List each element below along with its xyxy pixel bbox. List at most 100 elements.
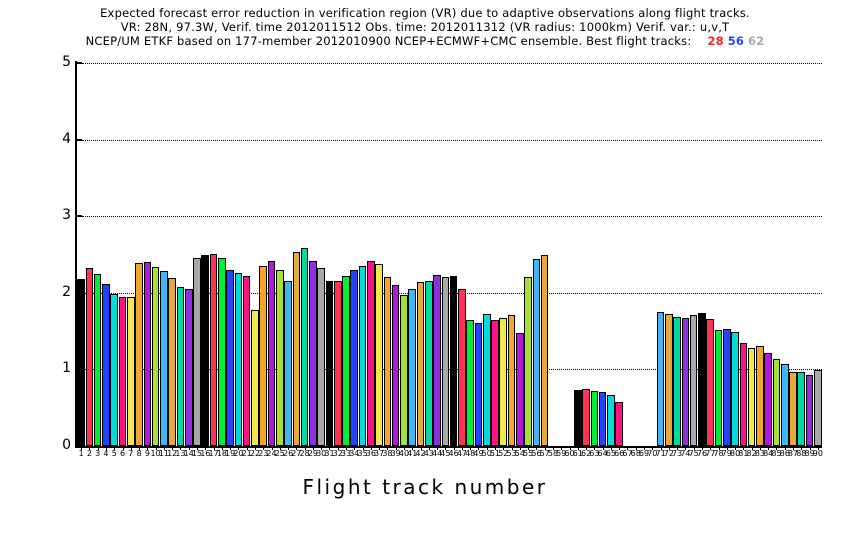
bar[interactable] — [193, 257, 201, 446]
x-tick-label: 45 — [440, 449, 451, 458]
bar[interactable] — [201, 254, 210, 446]
x-tick-mark — [536, 446, 538, 450]
x-tick-mark — [122, 446, 124, 450]
bar[interactable] — [267, 261, 276, 446]
bar[interactable] — [251, 309, 259, 446]
bar[interactable] — [805, 374, 814, 446]
bar[interactable] — [424, 280, 433, 446]
bar[interactable] — [93, 273, 102, 446]
x-tick-label: 57 — [539, 449, 550, 458]
bar[interactable] — [77, 279, 85, 446]
bar[interactable] — [342, 275, 350, 446]
bar[interactable] — [441, 277, 450, 446]
bar[interactable] — [275, 269, 284, 446]
bar[interactable] — [408, 288, 417, 446]
bar[interactable] — [499, 318, 508, 446]
bar[interactable] — [160, 271, 168, 446]
bar[interactable] — [681, 318, 690, 446]
bar[interactable] — [474, 323, 483, 446]
bar[interactable] — [85, 267, 94, 446]
bar[interactable] — [184, 288, 193, 446]
bar[interactable] — [689, 315, 698, 446]
bar[interactable] — [110, 293, 119, 446]
bar[interactable] — [698, 312, 706, 446]
bar[interactable] — [756, 346, 764, 446]
x-tick-mark — [254, 446, 256, 450]
bar[interactable] — [540, 254, 549, 446]
bar[interactable] — [226, 269, 234, 446]
x-tick-mark — [403, 446, 405, 450]
x-tick-label: 13 — [175, 449, 186, 458]
bar[interactable] — [747, 347, 756, 446]
bar[interactable] — [607, 394, 615, 446]
bar[interactable] — [598, 391, 607, 446]
x-tick-label: 55 — [523, 449, 534, 458]
x-tick-mark — [544, 446, 546, 450]
x-tick-label: 58 — [547, 449, 559, 458]
bar[interactable] — [458, 288, 466, 446]
bar[interactable] — [209, 253, 218, 446]
bar[interactable] — [292, 252, 301, 446]
bar[interactable] — [516, 332, 524, 446]
bar[interactable] — [391, 285, 400, 446]
bar[interactable] — [731, 331, 739, 446]
x-tick-mark — [97, 446, 99, 450]
bar[interactable] — [665, 314, 673, 446]
bar[interactable] — [789, 371, 797, 446]
bar[interactable] — [772, 359, 781, 446]
bar[interactable] — [722, 328, 731, 446]
bar[interactable] — [126, 297, 135, 446]
bar[interactable] — [615, 401, 623, 446]
bar[interactable] — [300, 248, 309, 446]
bar[interactable] — [143, 262, 152, 446]
bar[interactable] — [714, 330, 723, 446]
bar[interactable] — [350, 269, 359, 446]
bar[interactable] — [135, 262, 143, 446]
x-tick-mark — [718, 446, 720, 450]
bar[interactable] — [482, 314, 491, 446]
x-tick-label: 76 — [696, 449, 708, 458]
bar[interactable] — [582, 388, 590, 446]
bar[interactable] — [375, 263, 383, 446]
bar[interactable] — [168, 278, 176, 446]
bar[interactable] — [507, 315, 516, 446]
bar[interactable] — [367, 261, 375, 446]
bar[interactable] — [317, 267, 325, 446]
bar[interactable] — [449, 275, 458, 446]
bar[interactable] — [102, 284, 110, 446]
bar[interactable] — [573, 390, 582, 446]
best-track-2: 56 — [727, 34, 745, 48]
bar[interactable] — [309, 261, 317, 446]
bar[interactable] — [524, 277, 532, 446]
bar[interactable] — [466, 320, 474, 446]
bar[interactable] — [764, 353, 772, 446]
bar[interactable] — [383, 277, 392, 446]
bar[interactable] — [797, 372, 806, 446]
bar[interactable] — [814, 370, 822, 446]
bar[interactable] — [739, 342, 748, 446]
bar[interactable] — [358, 266, 367, 446]
x-tick-mark — [693, 446, 695, 450]
title-line-3: NCEP/UM ETKF based on 177-member 2012010… — [0, 34, 850, 48]
bar[interactable] — [433, 275, 441, 446]
bar[interactable] — [400, 295, 408, 446]
bar[interactable] — [325, 281, 334, 446]
bar[interactable] — [151, 266, 160, 446]
bar[interactable] — [176, 286, 185, 446]
bar[interactable] — [590, 390, 599, 446]
bar[interactable] — [532, 259, 541, 446]
x-tick-label: 4 — [103, 449, 109, 458]
bar[interactable] — [491, 319, 499, 446]
bar[interactable] — [780, 364, 789, 446]
bar[interactable] — [234, 272, 243, 446]
bar[interactable] — [284, 280, 292, 446]
bar[interactable] — [416, 282, 425, 446]
bar[interactable] — [118, 296, 127, 446]
bar[interactable] — [333, 281, 342, 446]
bar[interactable] — [673, 316, 681, 446]
bar[interactable] — [706, 318, 715, 446]
bar[interactable] — [242, 275, 251, 446]
bar[interactable] — [656, 311, 665, 446]
bar[interactable] — [218, 257, 226, 446]
bar[interactable] — [259, 266, 268, 446]
